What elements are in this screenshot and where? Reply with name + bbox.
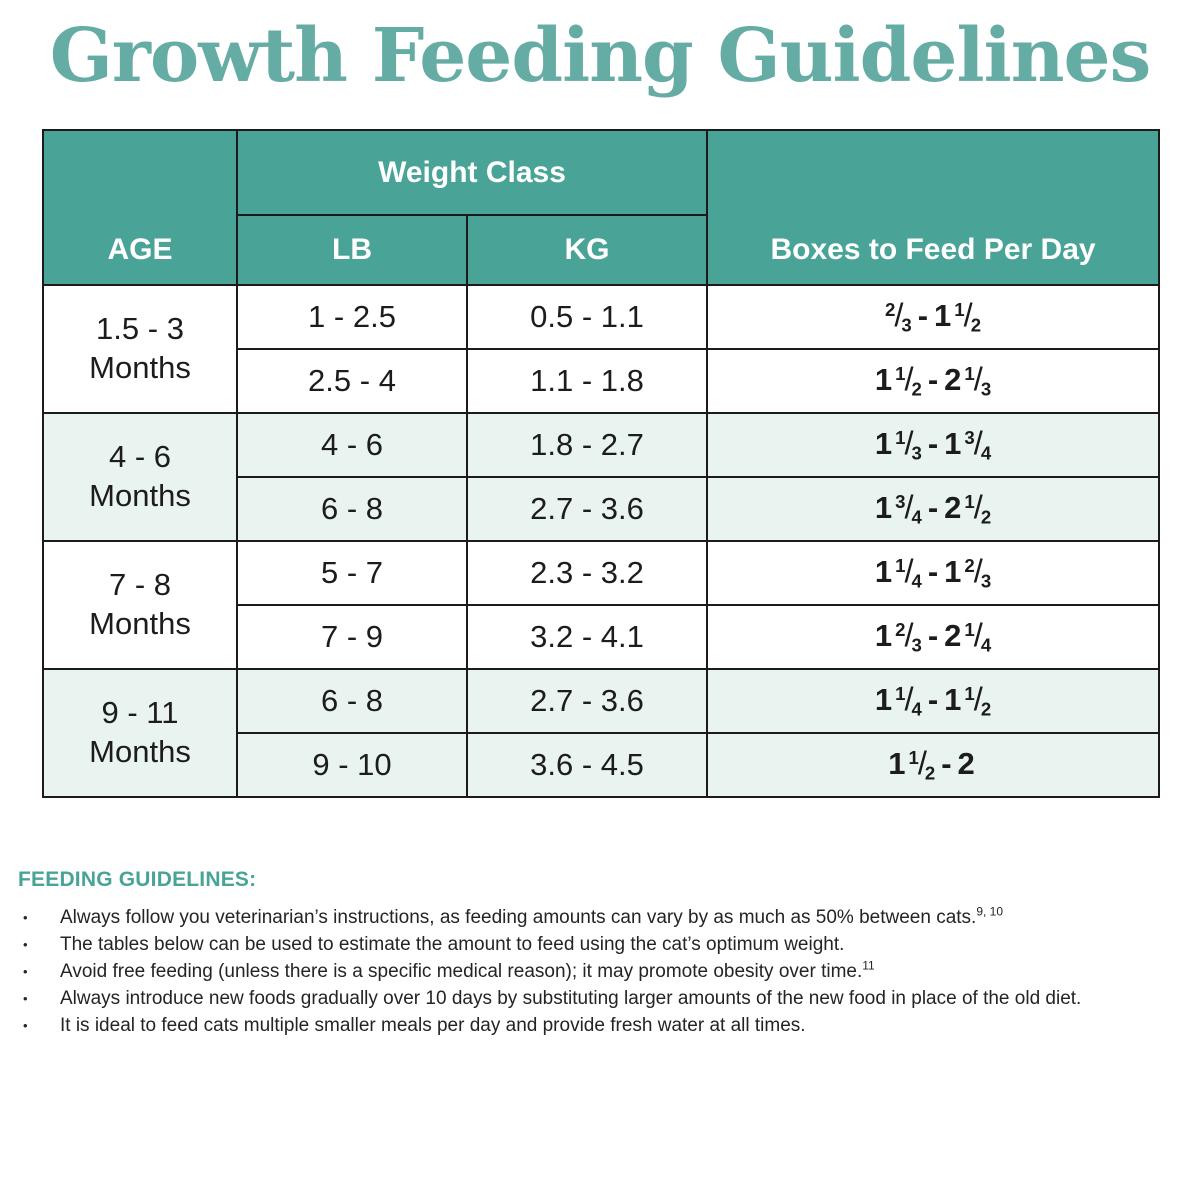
cell-kg: 2.7 - 3.6	[465, 668, 709, 735]
cell-boxes-to-feed: 1 1/4-1 2/3	[706, 540, 1161, 607]
table-row: 1.5 - 3 Months 1 - 2.5 0.5 - 1.1 2/3-1 1/2	[42, 284, 1161, 415]
guideline-text: Avoid free feeding (unless there is a sp…	[60, 958, 875, 983]
table-body: 1.5 - 3 Months 1 - 2.5 0.5 - 1.1 2/3-1 1/2 2.5…	[42, 284, 1161, 799]
footnote-reference: 11	[862, 958, 875, 973]
guideline-text: Always follow you veterinarian’s instruc…	[60, 904, 1004, 929]
guidelines-heading: FEEDING GUIDELINES:	[18, 868, 257, 892]
cell-boxes-to-feed: 1 1/2-2	[706, 732, 1161, 799]
guideline-text: The tables below can be used to estimate…	[60, 934, 845, 956]
guideline-item: • Always follow you veterinarian’s instru…	[18, 904, 1178, 931]
bullet-icon: •	[23, 1018, 28, 1034]
bullet-icon: •	[23, 937, 28, 953]
cell-age: 4 - 6 Months	[42, 412, 238, 543]
cell-boxes-to-feed: 1 1/2-2 1/3	[706, 348, 1161, 415]
bullet-icon: •	[23, 991, 28, 1007]
table-row: 7 - 8 Months 5 - 7 2.3 - 3.2 1 1/4-1 2/3	[42, 540, 1161, 671]
cell-boxes-to-feed: 1 2/3-2 1/4	[706, 604, 1161, 671]
cell-kg: 2.3 - 3.2	[465, 540, 709, 607]
table-row: 9 - 11 Months 6 - 8 2.7 - 3.6 1 1/4-1 1/2	[42, 668, 1161, 799]
header-age: AGE	[42, 129, 238, 287]
cell-kg: 2.7 - 3.6	[465, 476, 709, 543]
table-row: 2.5 - 4 1.1 - 1.8 1 1/2-2 1/3	[43, 348, 1161, 415]
header-kg: KG	[465, 214, 709, 287]
cell-lb: 7 - 9	[236, 604, 468, 671]
growth-feeding-table: AGE Weight Class Boxes to Feed Per Day L…	[42, 129, 1161, 799]
table-header: AGE Weight Class Boxes to Feed Per Day L…	[42, 129, 1161, 287]
table-row: 6 - 8 2.7 - 3.6 1 3/4-2 1/2	[43, 476, 1161, 543]
cell-lb: 6 - 8	[236, 668, 468, 735]
header-lb: LB	[236, 214, 468, 287]
cell-kg: 1.1 - 1.8	[465, 348, 709, 415]
cell-lb: 1 - 2.5	[236, 284, 468, 351]
bullet-icon: •	[23, 964, 28, 980]
guideline-item: • The tables below can be used to estimat…	[18, 931, 1178, 958]
cell-age: 7 - 8 Months	[42, 540, 238, 671]
guideline-item: • Avoid free feeding (unless there is a s…	[18, 958, 1178, 985]
guideline-item: • Always introduce new foods gradually ov…	[18, 985, 1178, 1012]
guideline-item: • It is ideal to feed cats multiple small…	[18, 1012, 1178, 1039]
cell-kg: 3.6 - 4.5	[465, 732, 709, 799]
cell-boxes-to-feed: 1 3/4-2 1/2	[706, 476, 1161, 543]
cell-kg: 1.8 - 2.7	[465, 412, 709, 479]
guideline-list: • Always follow you veterinarian’s instru…	[18, 904, 1178, 1039]
cell-lb: 6 - 8	[236, 476, 468, 543]
cell-age: 1.5 - 3 Months	[42, 284, 238, 415]
cell-kg: 3.2 - 4.1	[465, 604, 709, 671]
cell-kg: 0.5 - 1.1	[465, 284, 709, 351]
header-weight-class: Weight Class	[235, 129, 709, 217]
feeding-guidelines-section: FEEDING GUIDELINES: • Always follow you v…	[18, 868, 1180, 1039]
cell-boxes-to-feed: 2/3-1 1/2	[706, 284, 1161, 351]
bullet-icon: •	[23, 910, 28, 926]
cell-boxes-to-feed: 1 1/3-1 3/4	[706, 412, 1161, 479]
table-row: 7 - 9 3.2 - 4.1 1 2/3-2 1/4	[43, 604, 1161, 671]
cell-lb: 5 - 7	[236, 540, 468, 607]
cell-lb: 4 - 6	[236, 412, 468, 479]
cell-age: 9 - 11 Months	[42, 668, 238, 799]
table-row: 9 - 10 3.6 - 4.5 1 1/2-2	[43, 732, 1161, 799]
page-title: Growth Feeding Guidelines	[49, 13, 1152, 99]
footnote-reference: 9, 10	[976, 904, 1004, 919]
table-row: 4 - 6 Months 4 - 6 1.8 - 2.7 1 1/3-1 3/4	[42, 412, 1161, 543]
cell-lb: 2.5 - 4	[236, 348, 468, 415]
cell-boxes-to-feed: 1 1/4-1 1/2	[706, 668, 1161, 735]
guideline-text: It is ideal to feed cats multiple smalle…	[60, 1015, 806, 1037]
header-boxes-per-day: Boxes to Feed Per Day	[706, 129, 1161, 287]
guideline-text: Always introduce new foods gradually ove…	[60, 988, 1082, 1010]
cell-lb: 9 - 10	[236, 732, 468, 799]
